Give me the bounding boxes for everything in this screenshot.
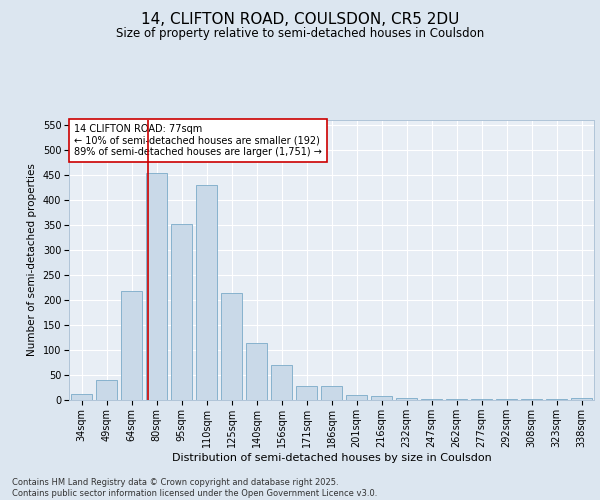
Bar [196, 185, 217, 400]
Text: Size of property relative to semi-detached houses in Coulsdon: Size of property relative to semi-detach… [116, 28, 484, 40]
Bar [471, 399, 492, 400]
Text: 14 CLIFTON ROAD: 77sqm
← 10% of semi-detached houses are smaller (192)
89% of se: 14 CLIFTON ROAD: 77sqm ← 10% of semi-det… [74, 124, 322, 158]
Bar [546, 399, 567, 400]
X-axis label: Distribution of semi-detached houses by size in Coulsdon: Distribution of semi-detached houses by … [172, 452, 491, 462]
Bar [496, 399, 517, 400]
Bar [421, 398, 442, 400]
Bar [296, 386, 317, 400]
Y-axis label: Number of semi-detached properties: Number of semi-detached properties [27, 164, 37, 356]
Bar [146, 172, 167, 400]
Bar [71, 394, 92, 400]
Bar [321, 386, 342, 400]
Text: 14, CLIFTON ROAD, COULSDON, CR5 2DU: 14, CLIFTON ROAD, COULSDON, CR5 2DU [141, 12, 459, 28]
Bar [521, 399, 542, 400]
Bar [271, 365, 292, 400]
Bar [171, 224, 192, 400]
Bar [121, 291, 142, 400]
Bar [396, 398, 417, 400]
Text: Contains HM Land Registry data © Crown copyright and database right 2025.
Contai: Contains HM Land Registry data © Crown c… [12, 478, 377, 498]
Bar [246, 342, 267, 400]
Bar [96, 380, 117, 400]
Bar [221, 292, 242, 400]
Bar [346, 395, 367, 400]
Bar [371, 396, 392, 400]
Bar [446, 399, 467, 400]
Bar [571, 398, 592, 400]
